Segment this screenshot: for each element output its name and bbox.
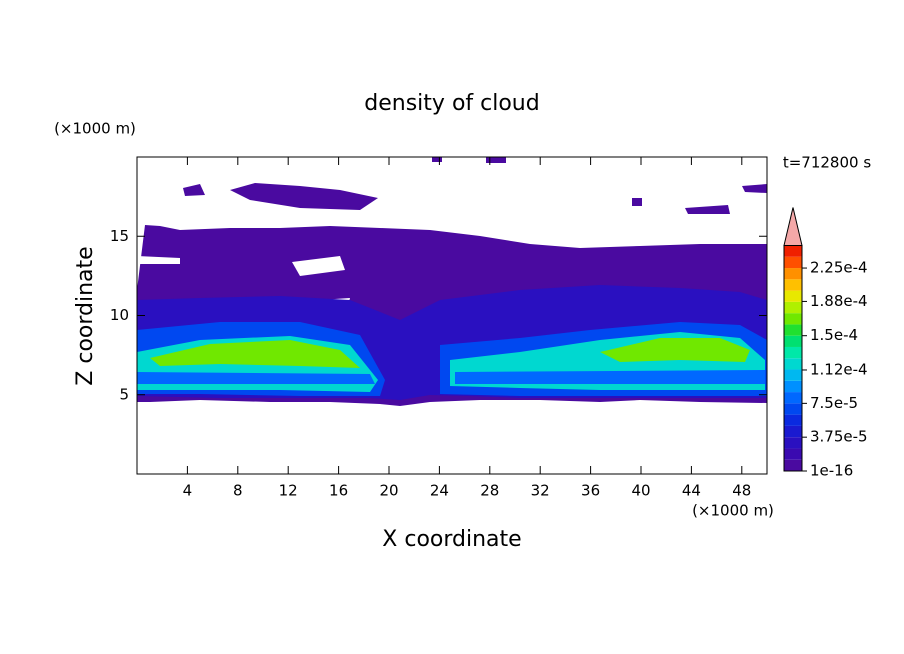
contour-purple <box>486 157 506 163</box>
colorbar-swatch <box>784 425 802 438</box>
colorbar-frame <box>783 245 803 472</box>
y-unit: (×1000 m) <box>54 120 136 138</box>
contour-purple <box>432 157 442 162</box>
x-tick-label: 4 <box>183 482 193 500</box>
colorbar-swatch <box>784 335 802 347</box>
x-tick-label: 8 <box>233 482 243 500</box>
colorbar-swatch <box>784 459 802 471</box>
colorbar-tick-label: 3.75e-5 <box>810 428 868 446</box>
chart-title: density of cloud <box>364 91 539 116</box>
colorbar-tick-label: 1.12e-4 <box>810 360 868 378</box>
colorbar-swatch <box>784 380 802 393</box>
colorbar-swatch <box>784 369 802 381</box>
contour-purple <box>632 198 642 206</box>
colorbar-extend <box>783 207 803 246</box>
x-tick-label: 36 <box>581 482 600 500</box>
colorbar-swatch <box>784 268 802 280</box>
contour-purple <box>742 184 767 193</box>
colorbar-swatch <box>784 403 802 415</box>
contour-field <box>137 157 767 406</box>
time-label: t=712800 s <box>783 154 871 172</box>
x-tick-label: 32 <box>531 482 550 500</box>
contour-green <box>150 340 360 368</box>
y-tick-label: 15 <box>110 227 129 245</box>
colorbar-swatch <box>784 301 802 314</box>
colorbar-tick-label: 1.5e-4 <box>810 326 858 344</box>
contour-blue-band <box>455 370 765 384</box>
colorbar-swatch <box>784 437 802 449</box>
contour-hole <box>292 256 345 276</box>
y-axis-label: Z coordinate <box>73 246 98 385</box>
colorbar-swatch <box>784 279 802 291</box>
y-tick-label: 10 <box>110 306 129 324</box>
contour-blue-band <box>137 372 375 384</box>
y-tick-label: 5 <box>119 385 129 403</box>
colorbar-swatch <box>784 392 802 404</box>
x-tick-label: 48 <box>732 482 751 500</box>
colorbar-tick-label: 1.88e-4 <box>810 292 868 310</box>
colorbar-swatch <box>784 324 802 336</box>
colorbar-swatch <box>784 245 802 257</box>
colorbar-swatch <box>784 346 802 359</box>
x-tick-label: 16 <box>329 482 348 500</box>
x-unit: (×1000 m) <box>692 502 774 520</box>
colorbar-swatch <box>784 358 802 370</box>
colorbar-tick-label: 1e-16 <box>810 462 853 480</box>
x-tick-label: 24 <box>430 482 449 500</box>
colorbar-swatch <box>784 256 802 269</box>
contour-purple <box>183 184 205 196</box>
colorbar-swatch <box>784 448 802 460</box>
colorbar-tick-label: 2.25e-4 <box>810 259 868 277</box>
x-tick-label: 44 <box>682 482 701 500</box>
x-tick-label: 20 <box>379 482 398 500</box>
colorbar-tick-label: 7.5e-5 <box>810 394 858 412</box>
contour-hole <box>137 256 180 264</box>
contour-green <box>600 338 750 362</box>
x-tick-label: 12 <box>279 482 298 500</box>
colorbar-swatch <box>784 414 802 426</box>
contour-purple <box>685 205 730 214</box>
colorbar-swatch <box>784 313 802 325</box>
contour-purple <box>230 183 378 210</box>
colorbar-swatch <box>784 290 802 302</box>
x-axis-label: X coordinate <box>382 527 521 552</box>
x-tick-label: 40 <box>631 482 650 500</box>
x-tick-label: 28 <box>480 482 499 500</box>
